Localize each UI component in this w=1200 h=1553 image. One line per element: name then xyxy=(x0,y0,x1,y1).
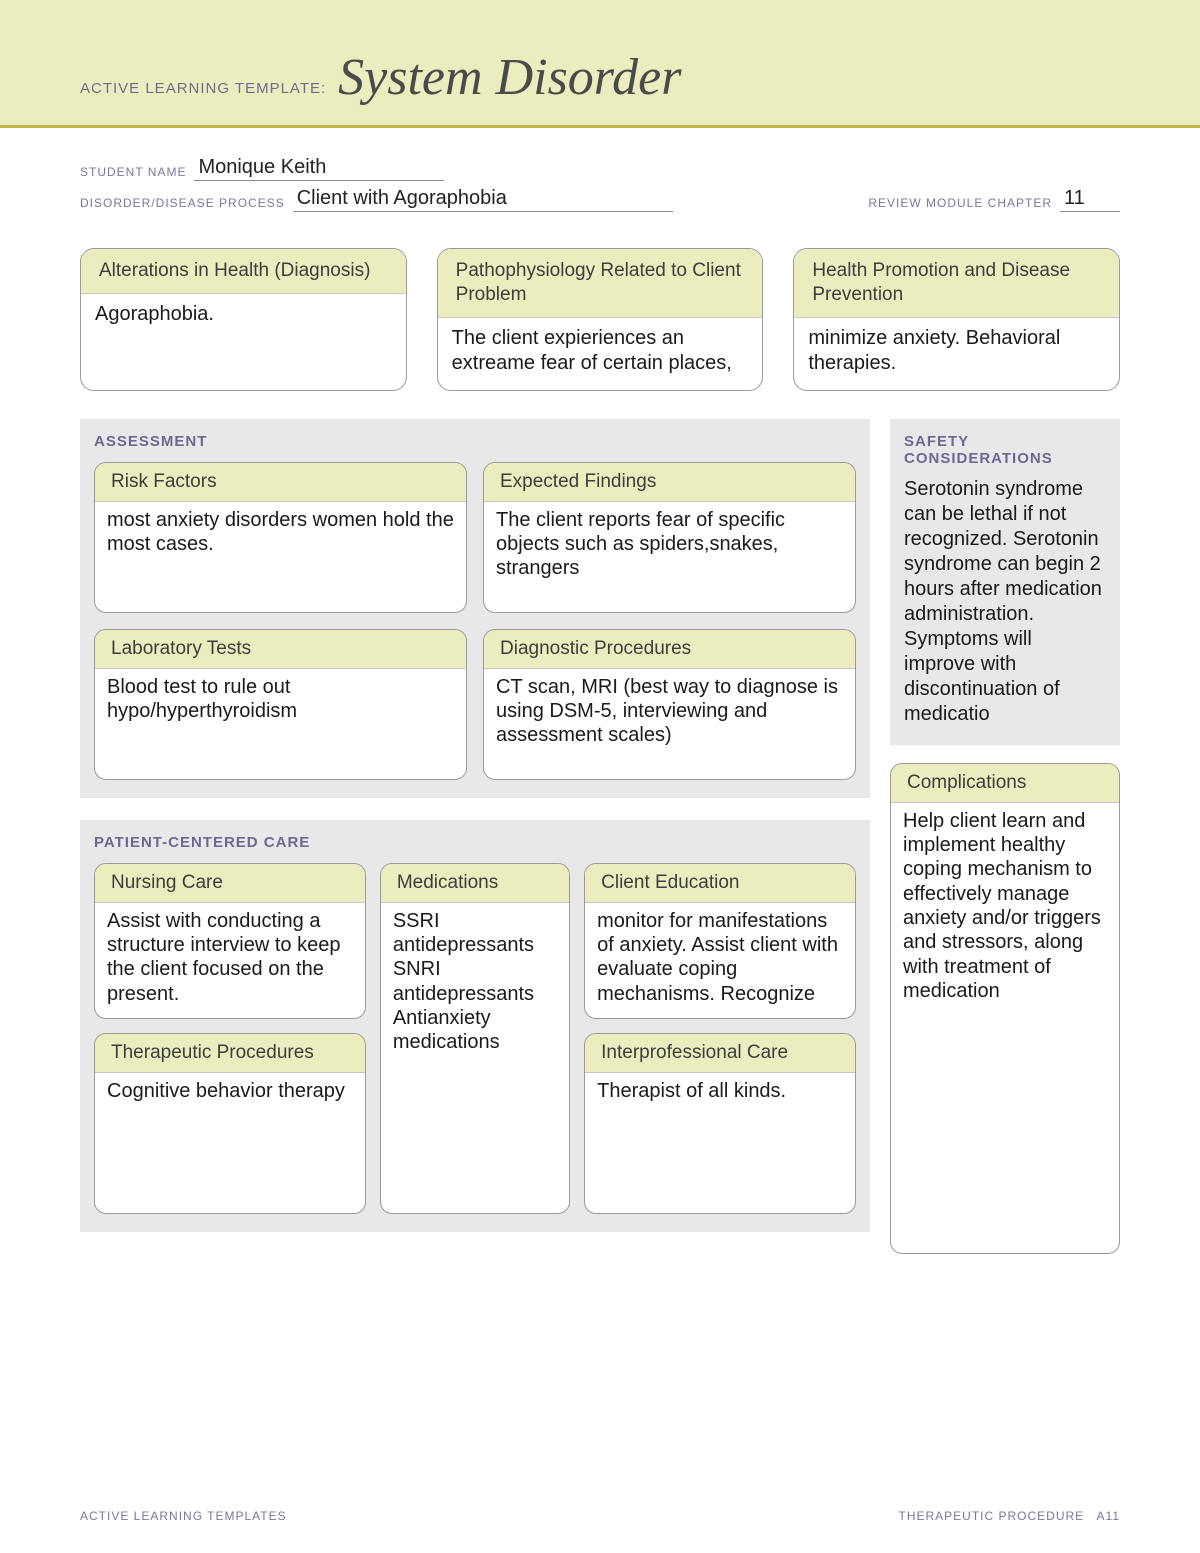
patho-card: Pathophysiology Related to Client Proble… xyxy=(437,248,764,391)
nursing-care-body: Assist with conducting a structure inter… xyxy=(95,903,365,1019)
header-title: System Disorder xyxy=(338,48,681,107)
therapeutic-body: Cognitive behavior therapy xyxy=(95,1073,365,1213)
student-name-field: STUDENT NAME Monique Keith xyxy=(80,156,444,181)
interprofessional-title: Interprofessional Care xyxy=(585,1034,855,1073)
top-cards-row: Alterations in Health (Diagnosis) Agorap… xyxy=(80,248,1120,391)
risk-factors-card: Risk Factors most anxiety disorders wome… xyxy=(94,462,467,613)
footer-right: THERAPEUTIC PROCEDURE A11 xyxy=(899,1509,1121,1523)
risk-factors-body: most anxiety disorders women hold the mo… xyxy=(95,502,466,612)
alterations-title: Alterations in Health (Diagnosis) xyxy=(81,249,406,294)
footer: ACTIVE LEARNING TEMPLATES THERAPEUTIC PR… xyxy=(80,1509,1120,1523)
header-prefix: ACTIVE LEARNING TEMPLATE: xyxy=(80,80,326,107)
meta-section: STUDENT NAME Monique Keith DISORDER/DISE… xyxy=(0,128,1200,228)
therapeutic-title: Therapeutic Procedures xyxy=(95,1034,365,1073)
disorder-label: DISORDER/DISEASE PROCESS xyxy=(80,196,285,212)
header-banner: ACTIVE LEARNING TEMPLATE: System Disorde… xyxy=(0,0,1200,125)
complications-card: Complications Help client learn and impl… xyxy=(890,763,1120,1255)
diagnostic-card: Diagnostic Procedures CT scan, MRI (best… xyxy=(483,629,856,780)
complications-title: Complications xyxy=(891,764,1119,803)
medications-title: Medications xyxy=(381,864,569,903)
alterations-body: Agoraphobia. xyxy=(81,294,406,364)
therapeutic-card: Therapeutic Procedures Cognitive behavio… xyxy=(94,1033,366,1214)
expected-findings-card: Expected Findings The client reports fea… xyxy=(483,462,856,613)
safety-panel: SAFETY CONSIDERATIONS Serotonin syndrome… xyxy=(890,419,1120,745)
chapter-value: 11 xyxy=(1060,187,1120,212)
student-name-value: Monique Keith xyxy=(194,156,444,181)
disorder-value: Client with Agoraphobia xyxy=(293,187,673,212)
assessment-grid: Risk Factors most anxiety disorders wome… xyxy=(94,462,856,780)
diagnostic-body: CT scan, MRI (best way to diagnose is us… xyxy=(484,669,855,779)
content: Alterations in Health (Diagnosis) Agorap… xyxy=(0,228,1200,1254)
pcc-panel: PATIENT-CENTERED CARE Nursing Care Assis… xyxy=(80,820,870,1233)
interprofessional-card: Interprofessional Care Therapist of all … xyxy=(584,1033,856,1214)
chapter-label: REVIEW MODULE CHAPTER xyxy=(868,196,1052,212)
patho-title: Pathophysiology Related to Client Proble… xyxy=(438,249,763,318)
health-promo-body: minimize anxiety. Behavioral therapies. xyxy=(794,318,1119,390)
lower-area: ASSESSMENT Risk Factors most anxiety dis… xyxy=(80,419,1120,1255)
page: ACTIVE LEARNING TEMPLATE: System Disorde… xyxy=(0,0,1200,1553)
footer-left: ACTIVE LEARNING TEMPLATES xyxy=(80,1509,287,1523)
student-name-label: STUDENT NAME xyxy=(80,165,186,181)
medications-body: SSRI antidepressants SNRI antidepressant… xyxy=(381,903,569,1214)
assessment-title: ASSESSMENT xyxy=(94,433,856,450)
lab-tests-title: Laboratory Tests xyxy=(95,630,466,669)
alterations-card: Alterations in Health (Diagnosis) Agorap… xyxy=(80,248,407,391)
pcc-grid: Nursing Care Assist with conducting a st… xyxy=(94,863,856,1215)
risk-factors-title: Risk Factors xyxy=(95,463,466,502)
expected-findings-title: Expected Findings xyxy=(484,463,855,502)
assessment-panel: ASSESSMENT Risk Factors most anxiety dis… xyxy=(80,419,870,798)
safety-title: SAFETY CONSIDERATIONS xyxy=(904,433,1106,467)
footer-page: A11 xyxy=(1097,1509,1120,1523)
health-promo-title: Health Promotion and Disease Prevention xyxy=(794,249,1119,318)
client-education-body: monitor for manifestations of anxiety. A… xyxy=(585,903,855,1019)
left-column: ASSESSMENT Risk Factors most anxiety dis… xyxy=(80,419,870,1255)
lab-tests-body: Blood test to rule out hypo/hyperthyroid… xyxy=(95,669,466,779)
interprofessional-body: Therapist of all kinds. xyxy=(585,1073,855,1213)
chapter-field: REVIEW MODULE CHAPTER 11 xyxy=(868,187,1120,212)
footer-right-label: THERAPEUTIC PROCEDURE xyxy=(899,1509,1085,1523)
client-education-card: Client Education monitor for manifestati… xyxy=(584,863,856,1020)
diagnostic-title: Diagnostic Procedures xyxy=(484,630,855,669)
disorder-field: DISORDER/DISEASE PROCESS Client with Ago… xyxy=(80,187,673,212)
right-column: SAFETY CONSIDERATIONS Serotonin syndrome… xyxy=(890,419,1120,1255)
complications-body: Help client learn and implement healthy … xyxy=(891,803,1119,1254)
health-promo-card: Health Promotion and Disease Prevention … xyxy=(793,248,1120,391)
patho-body: The client expieriences an extreame fear… xyxy=(438,318,763,390)
lab-tests-card: Laboratory Tests Blood test to rule out … xyxy=(94,629,467,780)
safety-body: Serotonin syndrome can be lethal if not … xyxy=(904,477,1106,727)
medications-card: Medications SSRI antidepressants SNRI an… xyxy=(380,863,570,1215)
pcc-title: PATIENT-CENTERED CARE xyxy=(94,834,856,851)
client-education-title: Client Education xyxy=(585,864,855,903)
nursing-care-card: Nursing Care Assist with conducting a st… xyxy=(94,863,366,1020)
nursing-care-title: Nursing Care xyxy=(95,864,365,903)
expected-findings-body: The client reports fear of specific obje… xyxy=(484,502,855,612)
